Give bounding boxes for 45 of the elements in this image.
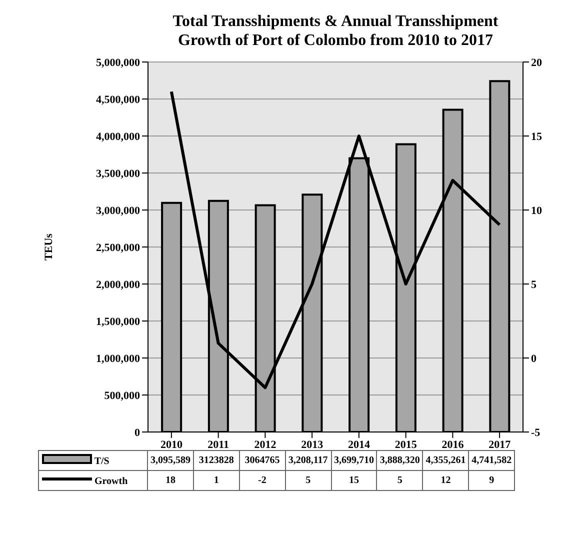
x-tick-label: 2013 — [301, 438, 324, 451]
y2-tick-label: 15 — [531, 130, 542, 143]
y2-tick-label: 20 — [531, 56, 542, 69]
x-tick-label: 2014 — [348, 438, 370, 451]
data-label: 5 — [285, 470, 331, 490]
y-tick-label: 1,500,000 — [96, 316, 140, 328]
y-tick-label: 3,500,000 — [96, 168, 140, 180]
y-tick-label: 4,500,000 — [96, 94, 140, 106]
data-label: 3,208,117 — [285, 450, 331, 470]
y-tick-label: 1,000,000 — [96, 352, 140, 365]
y2-tick-label: 0 — [531, 352, 537, 365]
y-tick-label: 2,000,000 — [96, 278, 140, 291]
data-label: 18 — [148, 470, 194, 490]
data-label: 9 — [468, 470, 514, 490]
x-tick-label: 2015 — [394, 438, 418, 451]
y-tick-label: 500,000 — [104, 390, 140, 402]
data-label: 5 — [376, 470, 423, 490]
data-label: 4,355,261 — [422, 450, 469, 470]
x-tick-label: 2016 — [442, 438, 464, 451]
x-tick-label: 2017 — [488, 438, 512, 451]
y-tick-label: 3,000,000 — [96, 204, 140, 217]
data-label: 3,699,710 — [331, 450, 377, 470]
data-label: 12 — [422, 470, 469, 490]
legend-label: T/S — [94, 456, 110, 467]
data-label: 3,095,589 — [148, 450, 194, 470]
data-label: 3123828 — [193, 450, 240, 470]
legend-label: Growth — [94, 476, 128, 487]
data-label: -2 — [239, 470, 286, 490]
y-axis-title: TEUs — [42, 232, 55, 260]
y2-tick-label: -5 — [531, 426, 541, 439]
chart-title: Total Transshipments & Annual Transshipment Growth of Port of Colombo from 2010 to 2017 — [172, 13, 498, 49]
y-tick-label: 4,000,000 — [96, 130, 140, 143]
x-tick-label: 2012 — [254, 438, 277, 451]
data-label: 3064765 — [239, 450, 286, 470]
x-tick-label: 2011 — [208, 438, 230, 451]
x-tick-label: 2010 — [160, 438, 183, 451]
data-label: 4,741,582 — [468, 450, 514, 470]
data-label: 1 — [193, 470, 240, 490]
y-tick-label: 2,500,000 — [96, 242, 140, 254]
y2-tick-label: 10 — [531, 204, 542, 217]
data-label: 15 — [331, 470, 377, 490]
y2-tick-label: 5 — [531, 278, 537, 291]
data-label: 3,888,320 — [376, 450, 423, 470]
y-tick-label: 5,000,000 — [96, 56, 140, 69]
y-tick-label: 0 — [134, 426, 140, 439]
